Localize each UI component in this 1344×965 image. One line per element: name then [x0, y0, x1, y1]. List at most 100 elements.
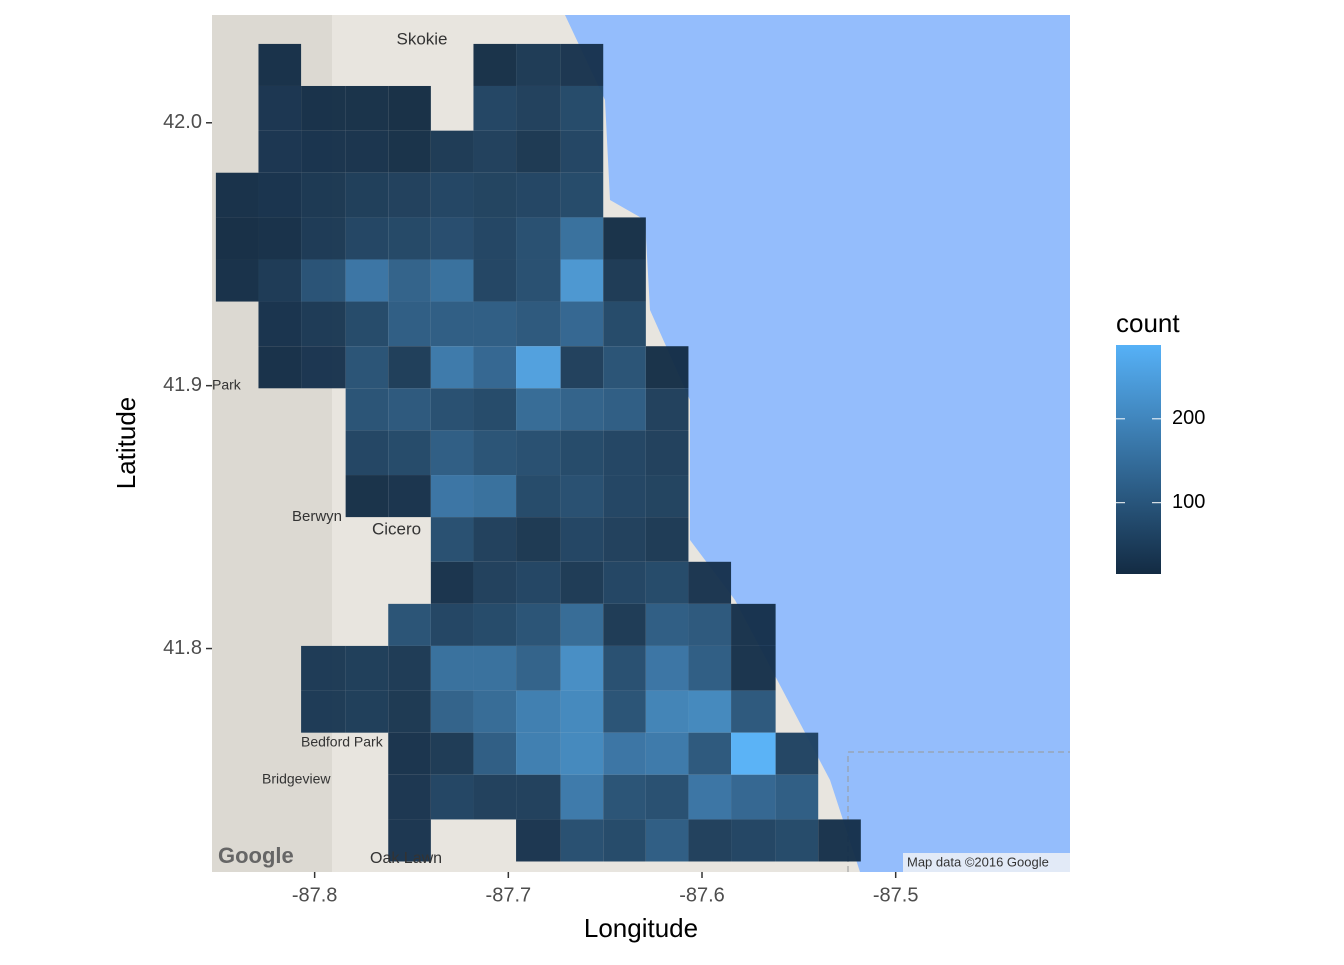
- tile: [388, 217, 431, 260]
- tile: [473, 172, 517, 218]
- tile: [430, 430, 474, 476]
- tile: [645, 732, 689, 775]
- tile: [430, 130, 474, 173]
- tile: [560, 217, 604, 260]
- tile: [818, 819, 861, 862]
- tile: [560, 603, 604, 646]
- tile: [688, 690, 732, 733]
- tile: [473, 301, 517, 347]
- tile: [516, 85, 561, 131]
- tile: [388, 430, 431, 476]
- tile: [516, 217, 561, 260]
- tile: [430, 645, 474, 691]
- tile: [645, 430, 689, 476]
- map-labels: Skokie Park Berwyn Cicero Bedford Park Bridge…: [212, 29, 1070, 872]
- legend-title: count: [1116, 308, 1180, 338]
- tile: [345, 301, 389, 347]
- tile: [516, 475, 561, 518]
- tile: [473, 217, 517, 260]
- tile: [473, 130, 517, 173]
- tile: [388, 475, 431, 518]
- tile: [430, 475, 474, 518]
- tile: [603, 430, 646, 476]
- tile: [688, 645, 732, 691]
- map-label: Cicero: [372, 519, 421, 538]
- map-label: Park: [212, 377, 242, 393]
- tile: [473, 732, 517, 775]
- tile: [645, 819, 689, 862]
- tile: [775, 732, 819, 775]
- tile: [688, 561, 732, 604]
- tile: [215, 172, 259, 218]
- tile: [603, 301, 646, 347]
- tile: [560, 517, 604, 562]
- tile: [603, 819, 646, 862]
- tile: [430, 603, 474, 646]
- tile: [388, 301, 431, 347]
- tile: [688, 819, 732, 862]
- tile: [645, 690, 689, 733]
- tile: [388, 85, 431, 131]
- tile: [215, 217, 259, 260]
- tile: [473, 774, 517, 820]
- tile: [258, 301, 302, 347]
- x-tick-label: -87.5: [873, 884, 919, 906]
- tile: [215, 259, 259, 302]
- tile: [560, 43, 604, 86]
- tile: [258, 43, 302, 86]
- y-tick-label: 42.0: [163, 111, 202, 133]
- tile: [473, 259, 517, 302]
- tile: [388, 130, 431, 173]
- tile: [430, 732, 474, 775]
- tile: [560, 346, 604, 389]
- tile: [560, 475, 604, 518]
- tile: [603, 645, 646, 691]
- tile: [560, 561, 604, 604]
- x-axis-label: Longitude: [584, 913, 698, 943]
- tile: [603, 217, 646, 260]
- tile: [603, 561, 646, 604]
- y-axis-label: Latitude: [111, 397, 141, 490]
- tile: [516, 732, 561, 775]
- tile: [731, 732, 776, 775]
- tile: [516, 774, 561, 820]
- tile: [301, 346, 346, 389]
- tile: [388, 732, 431, 775]
- tile: [603, 690, 646, 733]
- tile: [731, 645, 776, 691]
- tile: [603, 475, 646, 518]
- tile: [603, 346, 646, 389]
- tile: [388, 259, 431, 302]
- tile: [258, 346, 302, 389]
- tile: [560, 819, 604, 862]
- tile: [516, 301, 561, 347]
- map-label: Bedford Park: [301, 734, 384, 750]
- lake: [565, 15, 1070, 872]
- tile: [388, 388, 431, 431]
- tile: [258, 259, 302, 302]
- tile: [301, 690, 346, 733]
- tile: [388, 774, 431, 820]
- tile: [560, 130, 604, 173]
- colorbar-label: 100: [1172, 491, 1205, 513]
- map-label: Google: [218, 843, 294, 868]
- tiles: [215, 43, 861, 862]
- map-label: Oak Lawn: [370, 850, 442, 867]
- tile: [473, 85, 517, 131]
- tile: [603, 517, 646, 562]
- tile: [775, 774, 819, 820]
- tile: [473, 645, 517, 691]
- tile: [301, 172, 346, 218]
- tile: [430, 217, 474, 260]
- tile: [516, 430, 561, 476]
- tile: [560, 732, 604, 775]
- tile: [258, 172, 302, 218]
- tile: [516, 172, 561, 218]
- tile: [645, 346, 689, 389]
- tile: [388, 819, 431, 862]
- map-label: Bridgeview: [262, 771, 331, 787]
- x-tick-label: -87.6: [679, 884, 725, 906]
- tile: [388, 346, 431, 389]
- tile: [345, 645, 389, 691]
